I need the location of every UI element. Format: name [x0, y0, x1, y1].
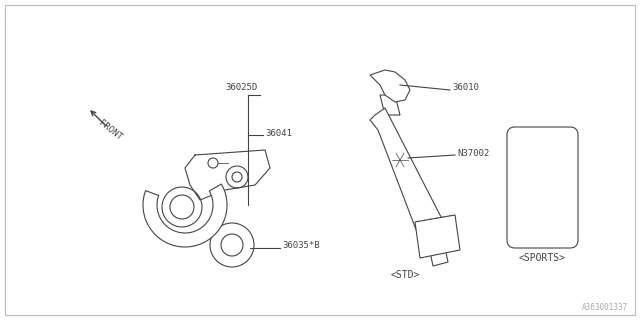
Circle shape	[538, 163, 552, 175]
Polygon shape	[430, 248, 448, 266]
Text: FRONT: FRONT	[97, 118, 123, 142]
Circle shape	[395, 153, 405, 163]
Circle shape	[208, 158, 218, 168]
Circle shape	[170, 195, 194, 219]
Circle shape	[392, 152, 408, 168]
FancyBboxPatch shape	[507, 127, 578, 248]
Circle shape	[522, 211, 536, 223]
Circle shape	[226, 166, 248, 188]
Polygon shape	[370, 108, 448, 240]
Circle shape	[210, 223, 254, 267]
Circle shape	[538, 211, 552, 223]
Text: A363001337: A363001337	[582, 303, 628, 312]
Circle shape	[538, 147, 552, 159]
Text: 36025D: 36025D	[225, 84, 257, 92]
Text: N37002: N37002	[457, 148, 489, 157]
Text: 36010: 36010	[452, 84, 479, 92]
Polygon shape	[143, 184, 227, 247]
Polygon shape	[380, 95, 400, 115]
Text: <STD>: <STD>	[390, 270, 420, 280]
Text: 36041: 36041	[265, 129, 292, 138]
Circle shape	[522, 147, 536, 159]
Circle shape	[162, 187, 202, 227]
Circle shape	[221, 234, 243, 256]
Circle shape	[522, 163, 536, 175]
Text: 36035*B: 36035*B	[282, 242, 319, 251]
Polygon shape	[370, 70, 410, 102]
Text: <SPORTS>: <SPORTS>	[518, 253, 566, 263]
Polygon shape	[415, 215, 460, 258]
Circle shape	[522, 195, 536, 207]
Circle shape	[522, 179, 536, 191]
Circle shape	[538, 195, 552, 207]
Circle shape	[538, 179, 552, 191]
Circle shape	[232, 172, 242, 182]
